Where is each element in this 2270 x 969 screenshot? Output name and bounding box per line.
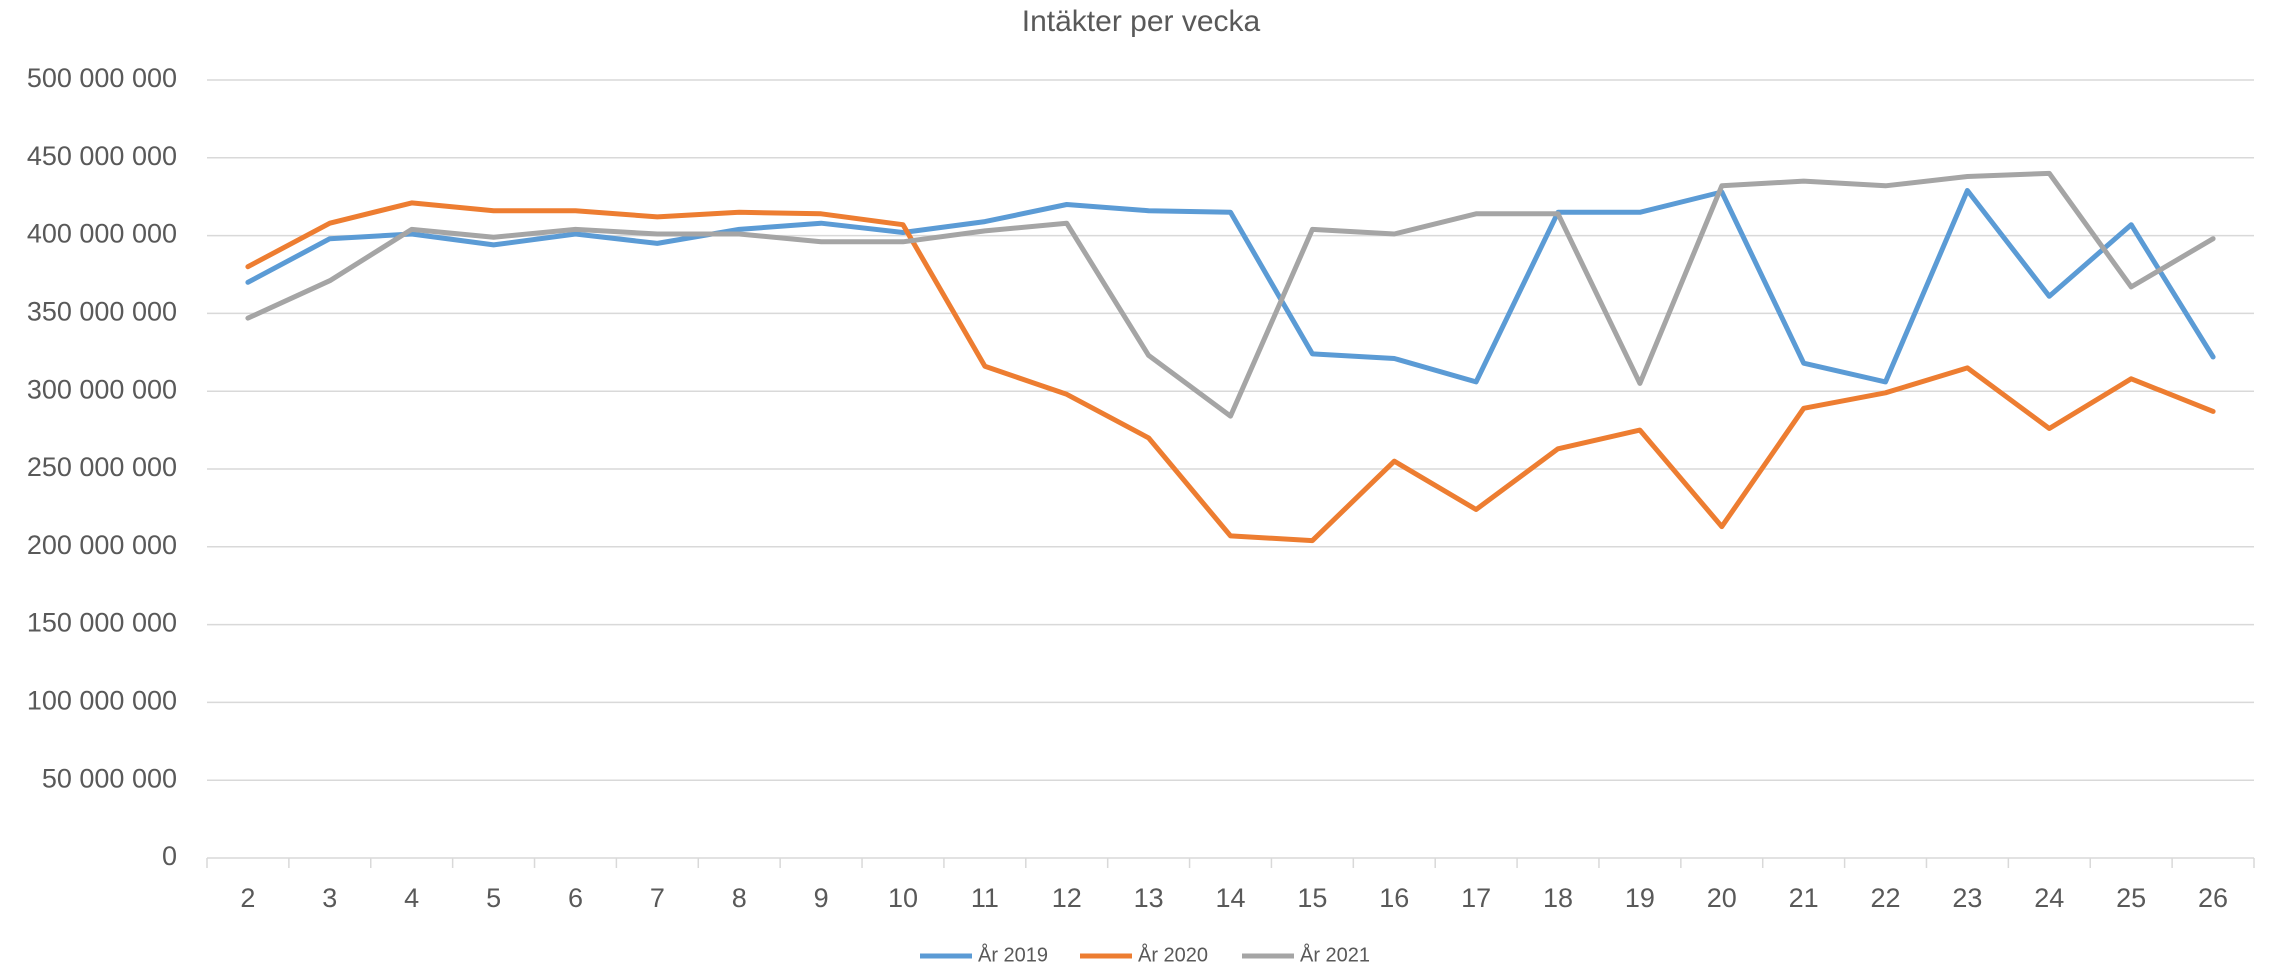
x-tick-label: 6 xyxy=(568,883,583,913)
y-tick-label: 50 000 000 xyxy=(42,763,177,793)
legend-label: År 2019 xyxy=(978,943,1048,966)
x-tick-label: 25 xyxy=(2116,883,2146,913)
series-line xyxy=(245,188,2216,385)
x-tick-label: 3 xyxy=(322,883,337,913)
legend-label: År 2021 xyxy=(1300,943,1370,966)
y-tick-label: 350 000 000 xyxy=(27,297,177,327)
y-tick-label: 100 000 000 xyxy=(27,686,177,716)
x-tick-label: 16 xyxy=(1379,883,1409,913)
x-tick-label: 2 xyxy=(240,883,255,913)
x-tick-label: 26 xyxy=(2198,883,2228,913)
x-tick-label: 17 xyxy=(1461,883,1491,913)
series-line xyxy=(245,170,2216,419)
x-tick-label: 7 xyxy=(650,883,665,913)
x-tick-label: 15 xyxy=(1297,883,1327,913)
x-tick-label: 5 xyxy=(486,883,501,913)
y-tick-label: 500 000 000 xyxy=(27,63,177,93)
x-tick-label: 8 xyxy=(732,883,747,913)
x-tick-label: 13 xyxy=(1134,883,1164,913)
y-tick-label: 250 000 000 xyxy=(27,452,177,482)
x-tick-label: 9 xyxy=(814,883,829,913)
x-tick-label: 12 xyxy=(1052,883,1082,913)
x-tick-label: 10 xyxy=(888,883,918,913)
x-tick-label: 18 xyxy=(1543,883,1573,913)
x-tick-label: 14 xyxy=(1215,883,1245,913)
x-tick-label: 20 xyxy=(1707,883,1737,913)
x-tick-label: 23 xyxy=(1952,883,1982,913)
x-tick-label: 4 xyxy=(404,883,419,913)
y-tick-label: 200 000 000 xyxy=(27,530,177,560)
x-tick-label: 21 xyxy=(1789,883,1819,913)
legend-label: År 2020 xyxy=(1138,943,1208,966)
x-tick-label: 24 xyxy=(2034,883,2064,913)
y-tick-label: 400 000 000 xyxy=(27,219,177,249)
y-tick-label: 0 xyxy=(162,841,177,871)
chart-title: Intäkter per vecka xyxy=(1022,5,1261,38)
y-tick-label: 300 000 000 xyxy=(27,374,177,404)
x-tick-label: 19 xyxy=(1625,883,1655,913)
y-tick-label: 450 000 000 xyxy=(27,141,177,171)
x-tick-label: 11 xyxy=(971,883,999,913)
x-tick-label: 22 xyxy=(1871,883,1901,913)
y-tick-label: 150 000 000 xyxy=(27,608,177,638)
series-line xyxy=(245,200,2216,544)
